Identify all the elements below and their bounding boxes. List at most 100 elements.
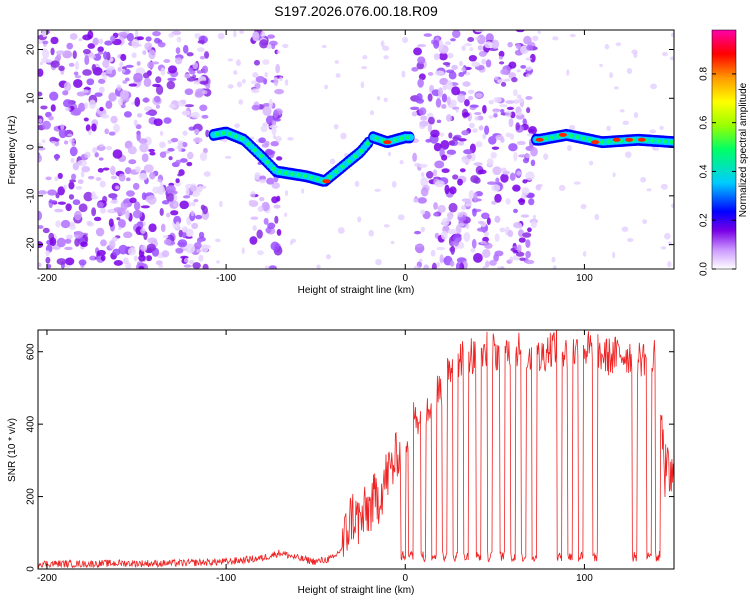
noise-blob (71, 142, 76, 147)
noise-blob (505, 100, 515, 104)
noise-blob (123, 200, 130, 204)
noise-blob (391, 181, 397, 188)
noise-blob (260, 31, 266, 38)
noise-blob (140, 205, 150, 209)
noise-blob (99, 180, 106, 188)
noise-blob (525, 57, 532, 61)
noise-blob (145, 36, 152, 42)
signal-peak (405, 135, 411, 140)
signal-peak (283, 171, 289, 176)
noise-blob (167, 65, 178, 74)
noise-blob (196, 47, 205, 53)
noise-blob (98, 143, 104, 148)
noise-blob (227, 84, 234, 89)
noise-blob (45, 59, 53, 64)
noise-blob (175, 221, 180, 230)
noise-blob (165, 192, 175, 202)
noise-blob (83, 117, 89, 122)
noise-blob (273, 109, 279, 119)
noise-blob (594, 214, 600, 221)
noise-blob (167, 139, 172, 144)
noise-blob (522, 118, 527, 126)
noise-blob (621, 226, 629, 232)
noise-blob (516, 94, 522, 99)
signal-peak (543, 136, 549, 141)
noise-blob (612, 172, 616, 178)
noise-blob (528, 198, 535, 206)
noise-blob (62, 90, 69, 96)
noise-blob (411, 111, 418, 117)
x-tick-label: 0 (402, 273, 408, 284)
noise-blob (488, 135, 497, 145)
y-tick-label: 10 (26, 92, 37, 104)
noise-blob (186, 151, 194, 160)
x-tick-label: -200 (37, 273, 57, 284)
noise-blob (168, 156, 173, 161)
noise-blob (148, 49, 156, 60)
noise-blob (183, 257, 189, 263)
noise-blob (72, 199, 81, 206)
noise-blob (262, 106, 272, 117)
noise-blob (148, 223, 157, 233)
noise-blob (522, 157, 530, 164)
noise-blob (340, 132, 347, 140)
noise-blob (262, 59, 270, 65)
noise-blob (56, 258, 67, 265)
noise-blob (163, 59, 171, 64)
noise-blob (174, 57, 183, 65)
noise-blob (56, 237, 66, 248)
noise-blob (200, 185, 207, 189)
noise-blob (118, 173, 126, 182)
noise-blob (63, 184, 67, 190)
noise-blob (45, 256, 51, 264)
noise-blob (512, 184, 521, 192)
noise-blob (413, 265, 421, 269)
colorbar-gradient (711, 29, 737, 270)
noise-blob (134, 97, 141, 107)
noise-blob (257, 206, 264, 212)
noise-blob (86, 220, 93, 226)
noise-blob (199, 104, 208, 112)
noise-blob (529, 53, 536, 63)
noise-blob (54, 208, 64, 213)
noise-blob (500, 81, 507, 87)
x-tick-label: 100 (576, 573, 593, 584)
noise-blob (133, 119, 138, 127)
noise-blob (525, 250, 531, 259)
noise-blob (251, 88, 260, 94)
signal-peak (227, 131, 232, 136)
noise-blob (148, 148, 155, 153)
noise-blob (417, 78, 424, 88)
noise-blob (135, 124, 142, 130)
noise-blob (72, 50, 77, 59)
noise-blob (325, 254, 331, 260)
noise-blob (493, 110, 499, 114)
noise-blob (233, 30, 237, 38)
noise-blob (194, 32, 201, 39)
noise-blob (173, 194, 178, 201)
signal-max (612, 137, 621, 142)
noise-blob (202, 263, 209, 269)
noise-blob (251, 104, 260, 111)
noise-blob (255, 75, 266, 83)
noise-blob (118, 244, 129, 255)
noise-blob (530, 146, 538, 157)
noise-blob (287, 136, 294, 141)
noise-blob (523, 35, 532, 45)
signal-peak (240, 137, 245, 142)
noise-blob (252, 225, 257, 231)
noise-blob (84, 151, 91, 159)
noise-blob (110, 199, 119, 205)
signal-max (558, 132, 567, 137)
noise-blob (58, 128, 67, 139)
noise-blob (233, 70, 238, 75)
noise-blob (117, 219, 126, 229)
noise-blob (199, 80, 209, 85)
noise-blob (104, 40, 113, 46)
noise-blob (487, 181, 497, 185)
noise-blob (515, 251, 525, 257)
noise-blob (252, 31, 260, 42)
noise-blob (192, 262, 201, 269)
noise-blob (414, 230, 422, 235)
noise-blob (155, 84, 164, 95)
